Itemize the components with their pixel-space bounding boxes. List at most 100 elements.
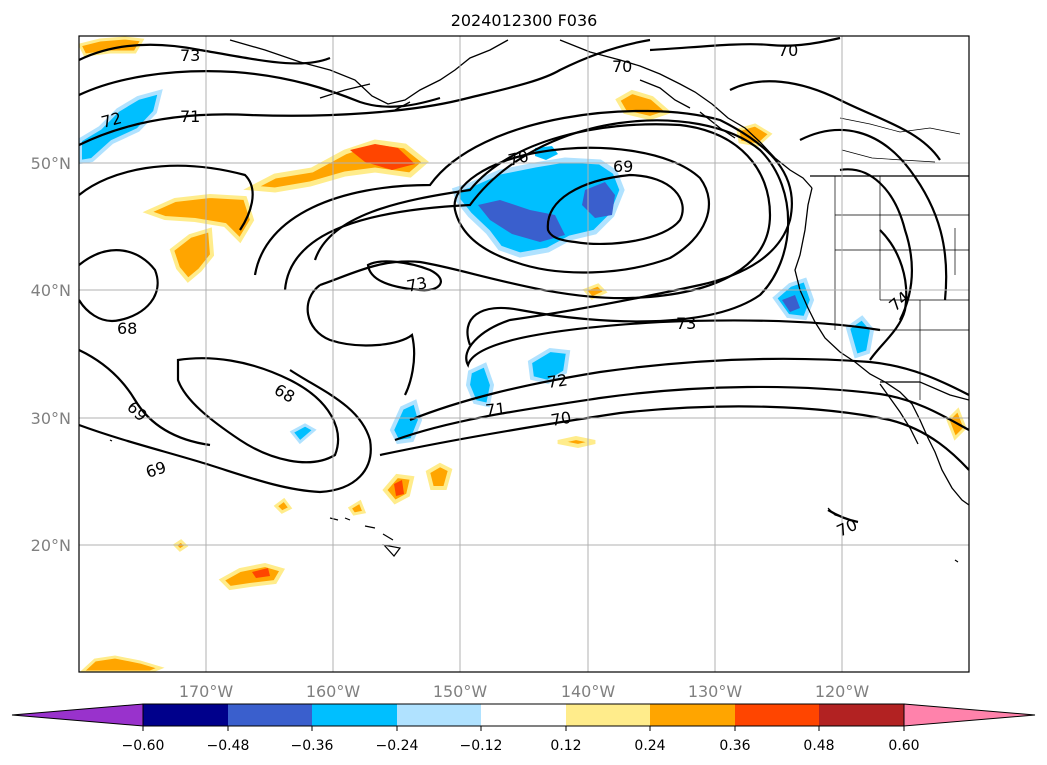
colorbar-bin	[735, 704, 819, 726]
colorbar-tick-label: 0.24	[634, 738, 665, 754]
map-contents: 73 72 71 68 69 70 70 69 73 73 72 71 70 6…	[79, 36, 969, 672]
contour-label: 70	[506, 146, 531, 170]
contour-inner-snake	[306, 284, 416, 396]
contour-label: 73	[180, 46, 200, 65]
contour-label: 70	[549, 408, 572, 430]
map-title: 2024012300 F036	[451, 11, 598, 30]
contour-71-north	[79, 38, 651, 146]
contour-69-west	[79, 349, 211, 447]
shade-neg-mid-b	[527, 347, 571, 385]
colorbar-tick-label: −0.24	[376, 738, 419, 754]
contour-label: 73	[405, 273, 429, 296]
lon-label-150w: 150°W	[433, 682, 488, 701]
shade-pos-west-band	[142, 193, 255, 244]
lon-label-120w: 120°W	[815, 682, 870, 701]
colorbar-bin	[650, 704, 735, 726]
shade-neg-pacific-deep-2	[582, 182, 615, 218]
colorbar-tick-label: −0.12	[460, 738, 503, 754]
shade-pos-south-west	[79, 655, 165, 672]
colorbar-tick-label: 0.12	[550, 738, 581, 754]
colorbar-bin	[397, 704, 481, 726]
contour-69-low	[546, 173, 684, 245]
gridlines	[79, 36, 969, 672]
contour-71-south	[394, 385, 969, 442]
colorbar-extend-under	[11, 703, 144, 727]
lon-label-140w: 140°W	[561, 682, 616, 701]
contour-68-west	[79, 249, 159, 323]
lat-tick-labels: 50°N 40°N 30°N 20°N	[31, 154, 71, 555]
shade-neg-pacific-core	[451, 157, 625, 258]
contour-label: 71	[484, 399, 506, 420]
contour-label: 70	[612, 57, 632, 76]
shade-neg-coast-a-deep	[782, 295, 800, 312]
colorbar-bin	[228, 704, 312, 726]
contour-73-mid	[366, 260, 442, 292]
lat-label-40n: 40°N	[31, 281, 71, 300]
colorbar-extend-over	[903, 703, 1036, 727]
contour-coast-east-c	[729, 80, 941, 161]
contour-label: 72	[546, 370, 569, 392]
shade-neg-hawaii-west	[289, 423, 317, 445]
contour-coast-east-a	[799, 128, 948, 301]
contour-70-northeast	[649, 36, 841, 52]
contour-72-south	[409, 357, 969, 422]
border-us-mexico	[880, 381, 969, 401]
colorbar-tick-label: −0.60	[122, 738, 165, 754]
contour-labels: 73 72 71 68 69 70 70 69 73 73 72 71 70 6…	[99, 41, 913, 541]
contour-coast-east-b	[839, 168, 913, 321]
shade-pos-40n	[582, 283, 608, 300]
lat-label-30n: 30°N	[31, 409, 71, 428]
shade-pos-hawaii-north-red	[394, 480, 404, 496]
colorbar-tick-label: −0.36	[291, 738, 334, 754]
shade-neg-pacific-deep	[478, 200, 565, 242]
colorbar-bin	[481, 704, 566, 726]
colorbar-bin	[312, 704, 397, 726]
contour-label: 73	[676, 314, 696, 333]
shade-pos-small-2	[347, 499, 367, 516]
contour-label: 71	[180, 107, 200, 126]
lon-label-130w: 130°W	[688, 682, 743, 701]
shade-pos-hawaii-ne	[425, 462, 453, 490]
colorbar-bin	[819, 704, 904, 726]
contour-label: 68	[117, 319, 137, 338]
hawaii-islands	[329, 517, 402, 557]
contour-72-north	[79, 70, 441, 108]
map-background	[79, 36, 969, 672]
shade-neg-northwest	[79, 89, 163, 165]
shade-pos-hawaii-low-red	[252, 568, 270, 578]
contour-label: 72	[99, 108, 124, 132]
contour-73-north	[79, 43, 331, 65]
shade-pos-small-1	[273, 497, 293, 514]
contour-north-inner	[79, 164, 254, 231]
lon-label-170w: 170°W	[179, 682, 234, 701]
lat-label-50n: 50°N	[31, 154, 71, 173]
colorbar-bin	[566, 704, 650, 726]
contour-69-south	[79, 369, 372, 494]
colorbar-tick-label: 0.60	[888, 738, 919, 754]
contour-68-south	[176, 357, 340, 464]
colorbar-tick-label: 0.36	[719, 738, 750, 754]
shade-neg-mid-c	[389, 399, 423, 445]
colorbar-bin	[143, 704, 228, 726]
contour-72-ring	[283, 119, 790, 346]
colorbar-tick-label: −0.48	[207, 738, 250, 754]
contour-70-south	[379, 405, 969, 471]
colorbar-tick-label: 0.48	[803, 738, 834, 754]
contour-label: 69	[613, 157, 633, 176]
contours	[79, 36, 969, 524]
coast-canada-inland	[839, 117, 961, 163]
shade-pos-mid-strip	[557, 435, 596, 449]
colorbar-ticks	[142, 726, 905, 731]
lon-tick-labels: 170°W 160°W 150°W 140°W 130°W 120°W	[179, 682, 870, 701]
contour-label: 70	[778, 41, 798, 60]
contour-71-ring	[313, 123, 772, 300]
map-panel: 73 72 71 68 69 70 70 69 73 73 72 71 70 6…	[78, 35, 970, 673]
coast-baja	[879, 383, 919, 445]
coast-us-west	[794, 187, 969, 506]
contour-70-southeast	[827, 509, 859, 524]
colorbar-frame	[142, 703, 905, 727]
map-frame	[78, 35, 970, 673]
contour-73-long	[253, 109, 881, 368]
lat-label-20n: 20°N	[31, 536, 71, 555]
